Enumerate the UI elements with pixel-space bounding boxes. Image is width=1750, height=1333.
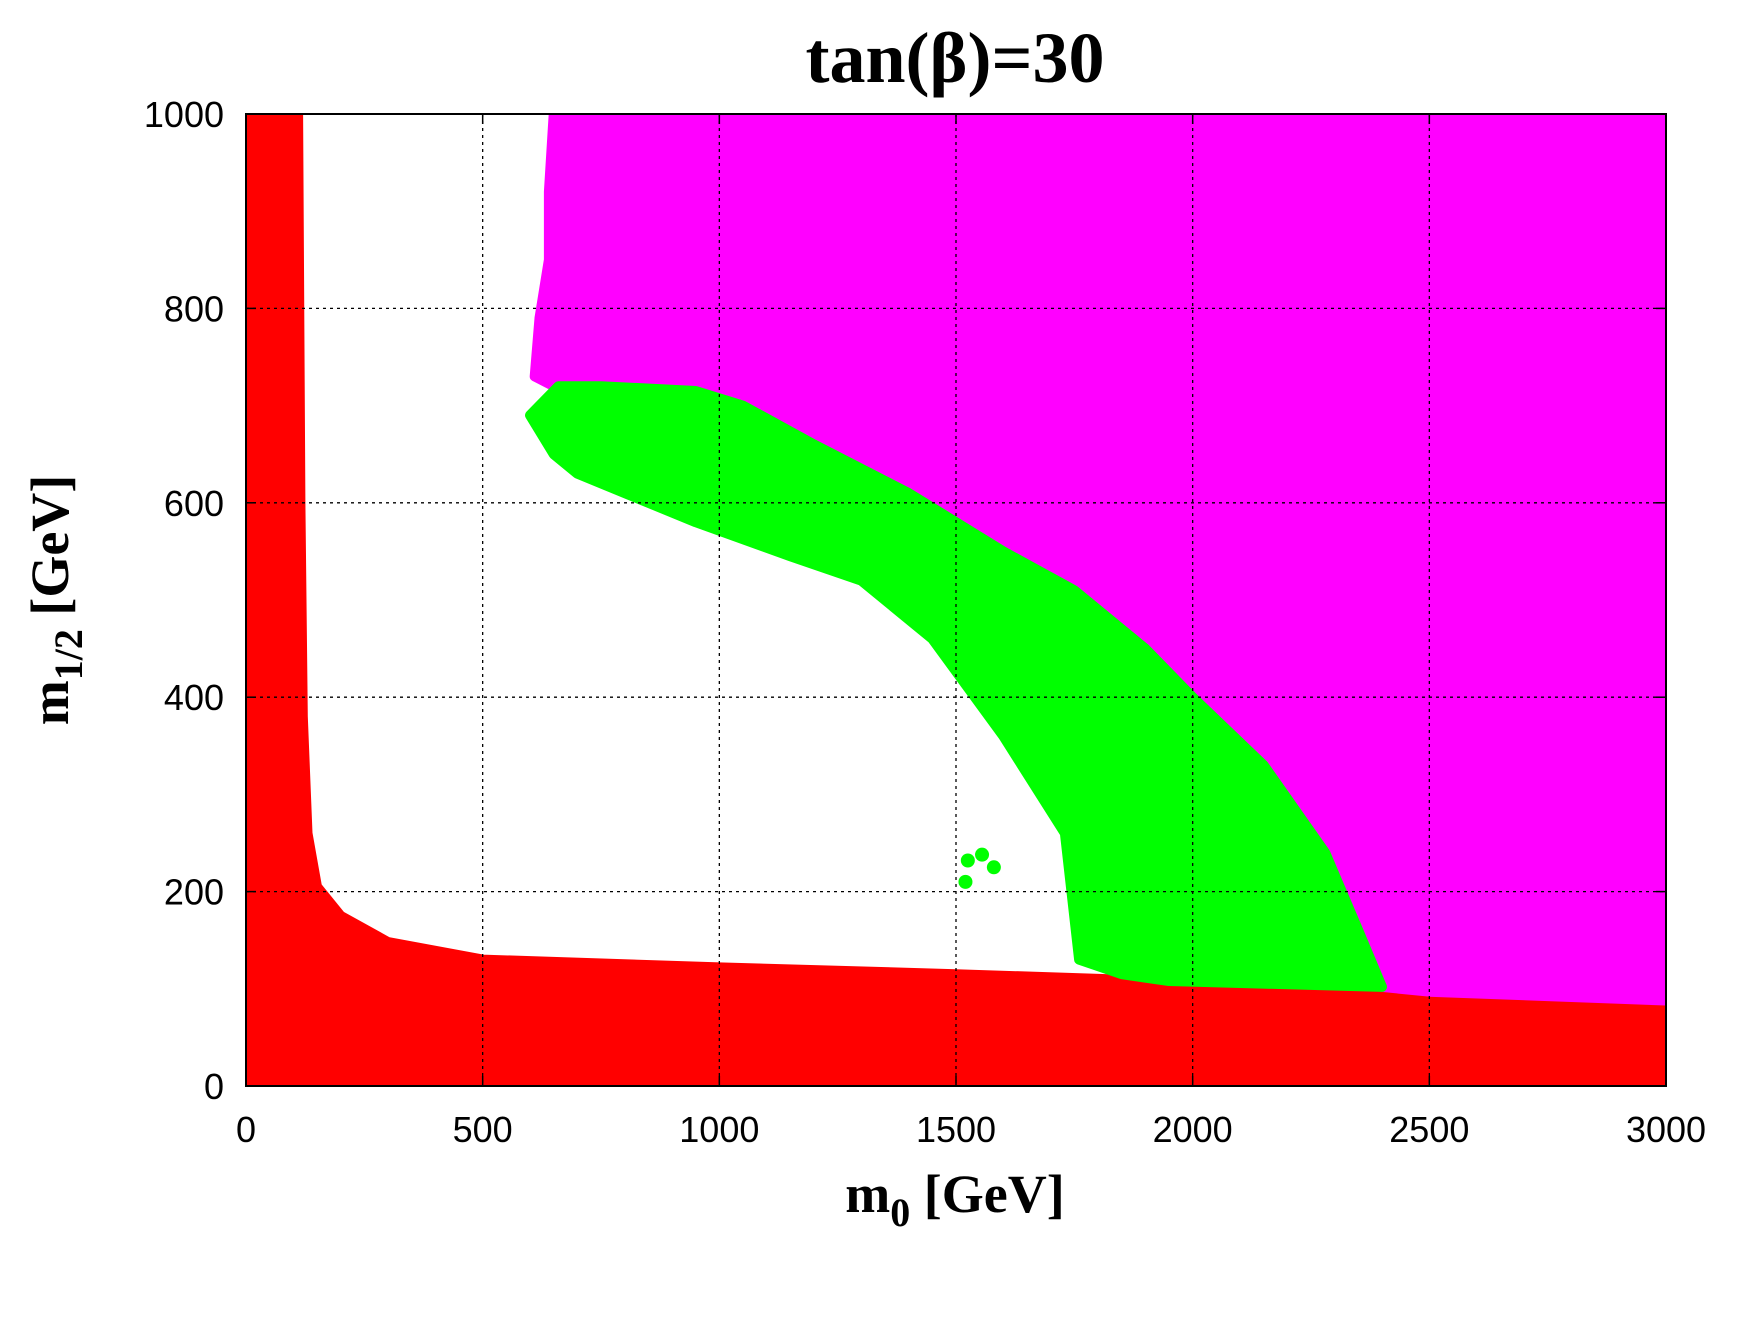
data-point-green-3 (986, 860, 1001, 875)
x-tick-label: 1500 (916, 1109, 996, 1150)
x-tick-label: 1000 (679, 1109, 759, 1150)
x-axis-label: m0 [GeV] (845, 1164, 1064, 1235)
grid (246, 114, 1666, 1086)
data-point-green-2 (975, 847, 990, 862)
y-axis-label: m1/2 [GeV] (20, 475, 91, 726)
x-axis-label-sub: 0 (890, 1190, 910, 1235)
x-axis-ticks: 0 500 1000 1500 2000 2500 3000 (236, 114, 1706, 1150)
x-axis-label-main: m (845, 1164, 890, 1224)
data-point-green-1 (960, 853, 975, 868)
y-axis-label-main: m (20, 680, 80, 725)
y-tick-label: 600 (164, 483, 224, 524)
x-tick-label: 500 (453, 1109, 513, 1150)
y-tick-label: 800 (164, 288, 224, 329)
x-tick-label: 3000 (1626, 1109, 1706, 1150)
chart-title: tan(β)=30 (806, 18, 1105, 98)
y-tick-label: 1000 (144, 94, 224, 135)
x-axis-label-unit: [GeV] (910, 1164, 1064, 1224)
region-green (525, 381, 1387, 992)
plot-area (246, 114, 1666, 1086)
x-tick-label: 2000 (1153, 1109, 1233, 1150)
x-tick-label: 2500 (1389, 1109, 1469, 1150)
y-tick-label: 0 (204, 1066, 224, 1107)
y-tick-label: 400 (164, 677, 224, 718)
y-axis-label-unit: [GeV] (20, 475, 80, 629)
x-tick-label: 0 (236, 1109, 256, 1150)
y-tick-label: 200 (164, 872, 224, 913)
data-point-green-0 (958, 874, 973, 889)
y-axis-label-sub: 1/2 (46, 629, 91, 680)
y-axis-ticks: 0 200 400 600 800 1000 (144, 94, 1666, 1107)
